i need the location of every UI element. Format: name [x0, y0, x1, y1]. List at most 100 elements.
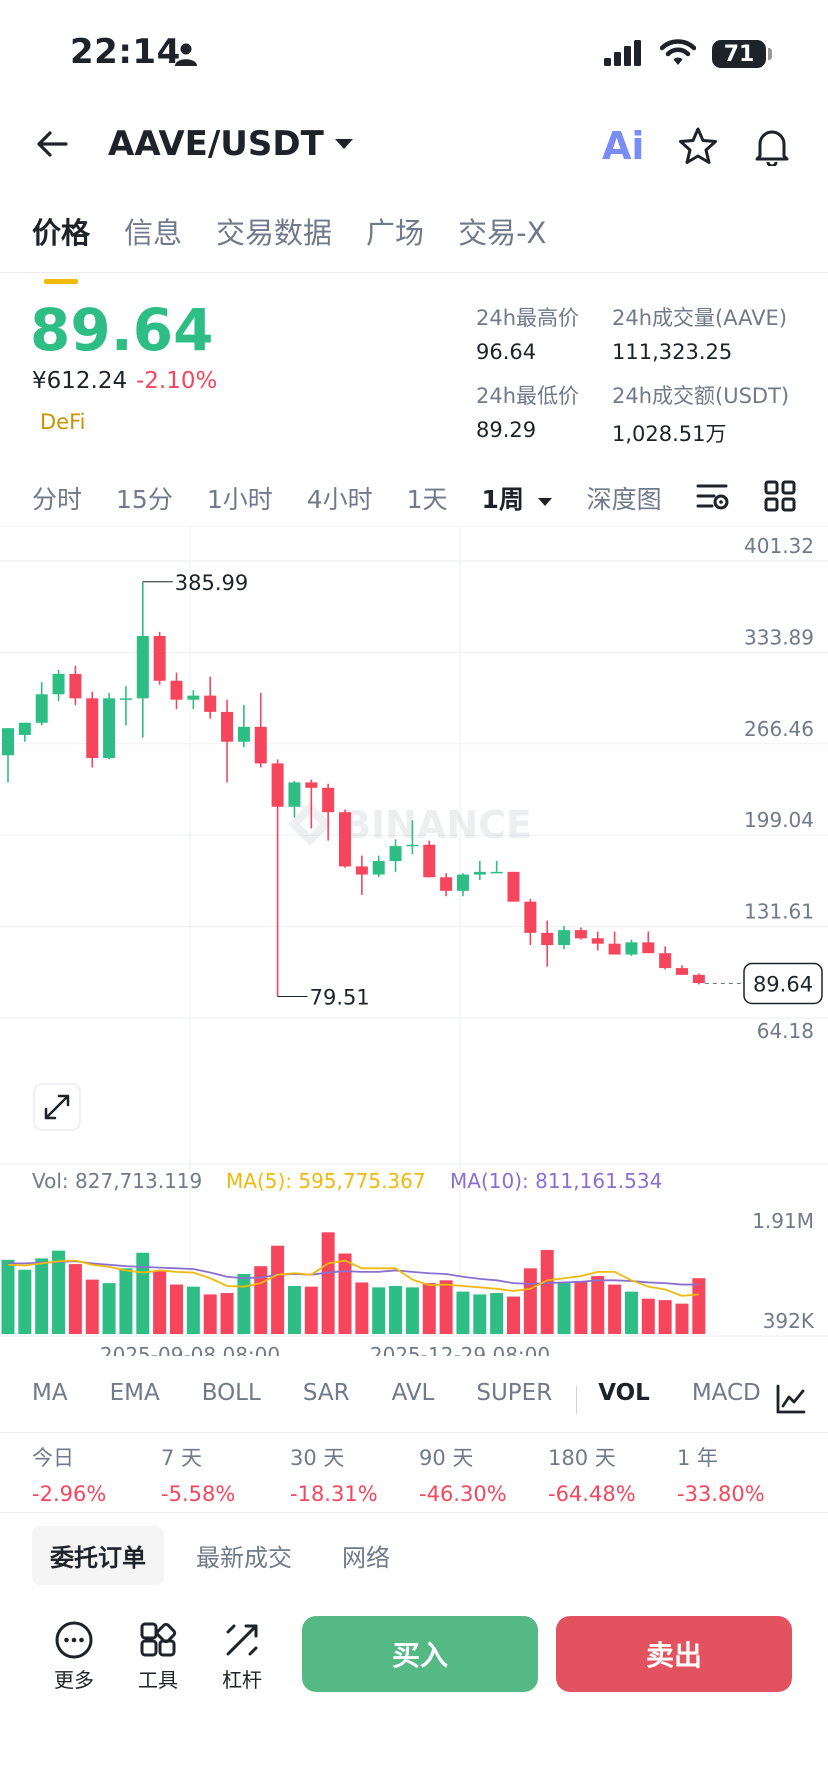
tab-price[interactable]: 价格 — [32, 210, 90, 284]
high-marker-label: 385.99 — [175, 571, 248, 595]
y-axis-label: 64.18 — [757, 1019, 814, 1043]
nav-bar: AAVE/USDT Ai — [0, 118, 828, 178]
star-icon[interactable] — [678, 126, 718, 166]
interval-15m[interactable]: 15分 — [116, 485, 173, 514]
volume-bar — [557, 1283, 571, 1334]
candle-body — [423, 844, 436, 878]
indicator-super[interactable]: SUPER — [476, 1380, 553, 1406]
battery-level: 71 — [723, 41, 755, 67]
candle-body — [676, 968, 688, 975]
pair-selector[interactable]: AAVE/USDT — [108, 124, 354, 164]
order-tabs: 委托订单 最新成交 网络 — [32, 1526, 408, 1585]
volume-bar — [186, 1286, 200, 1334]
perf-7d: 7 天 -5.58% — [161, 1442, 235, 1506]
perf-value: -46.30% — [419, 1482, 507, 1506]
vol-legend-ma5: MA(5): 595,775.367 — [226, 1169, 426, 1193]
wifi-icon — [660, 39, 696, 65]
indicator-settings-icon[interactable] — [774, 1382, 808, 1416]
interval-4h[interactable]: 4小时 — [306, 485, 373, 514]
fullscreen-button[interactable] — [33, 1083, 81, 1131]
interval-1h[interactable]: 1小时 — [206, 485, 273, 514]
more-label: 更多 — [54, 1668, 94, 1692]
candle-body — [625, 942, 638, 955]
back-arrow-icon[interactable] — [34, 126, 70, 162]
stat-24h-turnover: 24h成交额(USDT) 1,028.51万 — [612, 380, 789, 448]
tab-trade-x[interactable]: 交易-X — [458, 216, 547, 250]
indicator-ema[interactable]: EMA — [109, 1380, 160, 1406]
tab-open-orders[interactable]: 委托订单 — [32, 1526, 164, 1585]
indicator-macd[interactable]: MACD — [691, 1380, 761, 1406]
chart-settings-icon[interactable] — [694, 478, 730, 514]
candle-body — [35, 694, 48, 723]
stat-value: 111,323.25 — [612, 340, 733, 364]
vol-legend: Vol: 827,713.119 MA(5): 595,775.367 MA(1… — [32, 1169, 662, 1193]
stat-value: 1,028.51万 — [612, 422, 727, 446]
indicator-ma[interactable]: MA — [32, 1380, 68, 1406]
candle-body — [52, 673, 65, 695]
person-icon — [175, 43, 197, 66]
perf-value: -33.80% — [677, 1482, 765, 1506]
stat-label: 24h成交量(AAVE) — [612, 306, 788, 330]
buy-button[interactable]: 买入 — [302, 1616, 538, 1692]
leverage-button[interactable]: 杠杆 — [202, 1620, 282, 1693]
volume-axis-labels: 1.91M 392K — [752, 1209, 815, 1333]
interval-timeline[interactable]: 分时 — [32, 485, 83, 514]
tab-latest-trades[interactable]: 最新成交 — [196, 1544, 292, 1572]
candle-body — [153, 635, 166, 681]
interval-1d[interactable]: 1天 — [406, 485, 448, 514]
candle-body — [322, 787, 335, 813]
tab-info[interactable]: 信息 — [124, 216, 183, 250]
kline-chart[interactable]: BINANCE 385.99 79.51 89.64 401.32 333.89 266… — [0, 526, 828, 1356]
tab-network[interactable]: 网络 — [342, 1544, 390, 1572]
indicator-sar[interactable]: SAR — [302, 1380, 350, 1406]
tab-trading-data[interactable]: 交易数据 — [216, 216, 333, 250]
interval-1w[interactable]: 1周 — [482, 480, 553, 516]
candle-body — [103, 698, 116, 758]
indicator-boll[interactable]: BOLL — [201, 1380, 261, 1406]
indicator-vol[interactable]: VOL — [598, 1380, 650, 1406]
candle-body — [221, 711, 234, 742]
chart-grid — [0, 526, 828, 1337]
stat-value: 89.29 — [476, 418, 537, 442]
ma10-line — [8, 1260, 699, 1286]
tools-button[interactable]: 工具 — [118, 1620, 198, 1693]
stat-24h-low: 24h最低价 89.29 — [476, 380, 579, 442]
volume-bar — [35, 1258, 49, 1334]
price-change-pct: -2.10% — [136, 368, 218, 394]
divider — [0, 1512, 828, 1513]
volume-bar — [220, 1293, 234, 1334]
grid-layout-icon[interactable] — [762, 478, 798, 514]
bell-icon[interactable] — [752, 126, 792, 166]
indicator-avl[interactable]: AVL — [391, 1380, 435, 1406]
candle-body — [305, 782, 318, 788]
volume-bar — [52, 1250, 66, 1334]
perf-label: 30 天 — [290, 1446, 345, 1470]
candle-body — [339, 812, 351, 867]
volume-bar — [439, 1280, 453, 1334]
y-axis-labels: 401.32 333.89 266.46 199.04 131.61 64.18 — [744, 534, 814, 1043]
category-tag[interactable]: DeFi — [40, 410, 86, 434]
candle-body — [18, 722, 31, 735]
perf-180d: 180 天 -64.48% — [548, 1442, 636, 1506]
volume-bar — [608, 1284, 622, 1334]
more-button[interactable]: 更多 — [34, 1620, 114, 1693]
watermark-text: BINANCE — [342, 803, 532, 847]
stat-value: 96.64 — [476, 340, 537, 364]
interval-depth[interactable]: 深度图 — [586, 485, 662, 514]
leverage-label: 杠杆 — [222, 1668, 262, 1692]
perf-label: 180 天 — [548, 1446, 616, 1470]
stat-label: 24h最低价 — [476, 384, 580, 408]
bottom-action-bar: 更多 工具 杠杆 买入 卖出 — [0, 1612, 828, 1712]
volume-bars — [1, 1232, 706, 1334]
expand-icon — [44, 1094, 70, 1120]
tab-square[interactable]: 广场 — [366, 216, 425, 250]
sell-button[interactable]: 卖出 — [556, 1616, 792, 1692]
volume-bar — [119, 1268, 133, 1334]
perf-label: 90 天 — [419, 1446, 474, 1470]
volume-bar — [372, 1287, 386, 1334]
volume-bar — [355, 1282, 369, 1334]
caret-down-icon — [334, 139, 353, 149]
volume-bar — [574, 1281, 588, 1334]
ai-icon[interactable]: Ai — [602, 124, 644, 168]
perf-label: 今日 — [32, 1446, 74, 1470]
